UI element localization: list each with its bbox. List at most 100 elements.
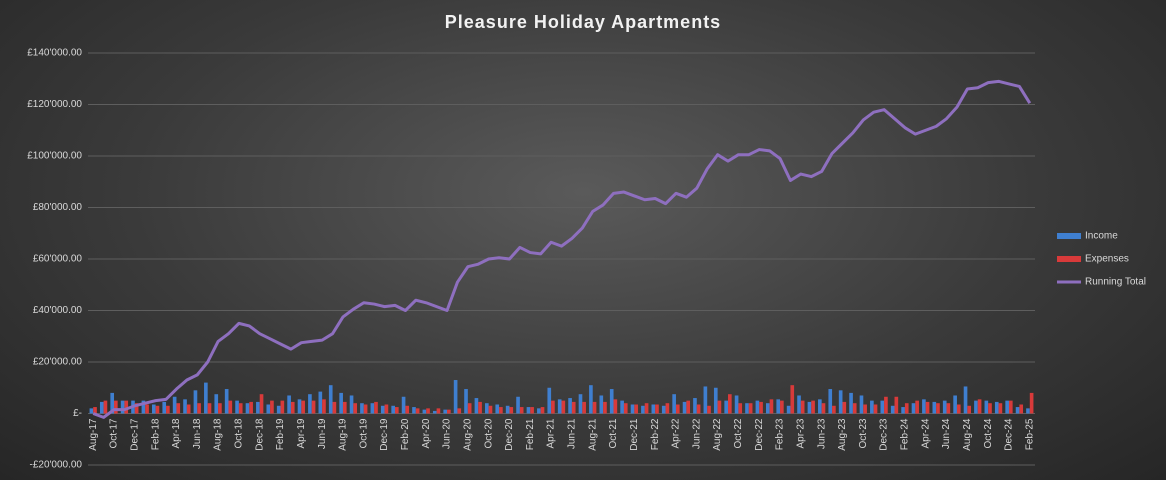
x-tick-label: Aug-19 [338,418,349,451]
bar [516,396,520,414]
bar [162,401,167,414]
bar [863,404,867,414]
y-tick-label: £140'000.00 [27,48,82,59]
bar [790,385,795,414]
bar [922,399,926,414]
x-tick-label: Aug-17 [88,418,99,451]
bar [311,400,316,414]
bar [807,401,812,414]
x-tick-label: Oct-23 [858,418,869,448]
bar [693,398,697,414]
bar [436,408,441,414]
bar [183,399,187,414]
x-tick-label: Aug-20 [462,418,473,451]
bar [99,401,104,414]
x-tick-label: Oct-17 [109,418,120,448]
bar [644,403,649,414]
bar [474,398,479,414]
x-tick-label: Aug-22 [712,418,723,451]
bar [401,396,406,414]
bar [613,399,618,414]
bar [651,404,656,414]
bar [832,405,836,414]
bar [415,408,420,414]
bar [786,405,791,414]
bar [1005,400,1009,414]
bar [145,404,149,414]
bar [963,386,968,414]
bar [166,405,170,414]
bar [838,390,843,414]
x-tick-label: Dec-18 [254,418,265,451]
bar [870,400,874,414]
bar [499,407,503,414]
bar [578,394,583,414]
bar [904,403,909,414]
bar [603,401,607,414]
bar [509,407,514,414]
bar [235,400,239,414]
bar [432,410,437,414]
x-tick-label: Oct-18 [234,418,245,448]
bar [141,400,146,414]
bar [769,399,774,414]
bar [530,407,534,414]
x-tick-label: Feb-22 [650,418,661,450]
bar [880,400,885,414]
bar [713,387,718,414]
bar [540,407,545,414]
bar [526,407,531,414]
bar [270,400,274,414]
bar [485,403,489,414]
bar [280,400,285,414]
y-tick-label: £80'000.00 [33,202,83,213]
bar [353,403,358,414]
bar [193,390,198,414]
bar [661,405,666,414]
bar [759,401,763,414]
bar [249,401,253,414]
bar [592,401,597,414]
bar [290,401,295,414]
bar [873,404,878,414]
bar [276,405,281,414]
x-tick-label: Apr-22 [671,418,682,448]
bar [328,385,333,414]
bar [547,387,552,414]
bar [266,404,271,414]
bar [655,404,659,414]
x-tick-label: Dec-21 [629,418,640,451]
x-tick-label: Dec-20 [504,418,515,451]
bar [204,382,208,414]
bar [488,405,493,414]
bar [620,400,624,414]
bar [384,404,389,414]
bar [412,407,416,414]
bar [391,405,395,414]
bar [176,403,181,414]
x-tick-label: Apr-18 [171,418,182,448]
bar [557,399,562,414]
bar [828,389,833,414]
bar [332,401,337,414]
x-tick-label: Feb-23 [775,418,786,450]
x-tick-label: Apr-24 [920,418,931,448]
bar [859,395,864,414]
x-tick-label: Oct-20 [483,418,494,448]
x-tick-label: Feb-19 [275,418,286,450]
bar [946,403,951,414]
x-tick-label: Jun-22 [691,418,702,449]
x-tick-label: Apr-23 [795,418,806,448]
x-tick-label: Aug-21 [587,418,598,451]
y-tick-label: -£20'000.00 [29,460,82,471]
legend-label: Income [1085,231,1118,242]
bar [155,405,160,414]
bar [93,407,97,414]
bar [89,408,94,414]
bar [842,401,847,414]
x-tick-label: Aug-24 [962,418,973,451]
y-tick-label: £40'000.00 [33,305,83,316]
x-tick-label: Apr-20 [421,418,432,448]
bar [228,400,233,414]
bar [394,407,399,414]
